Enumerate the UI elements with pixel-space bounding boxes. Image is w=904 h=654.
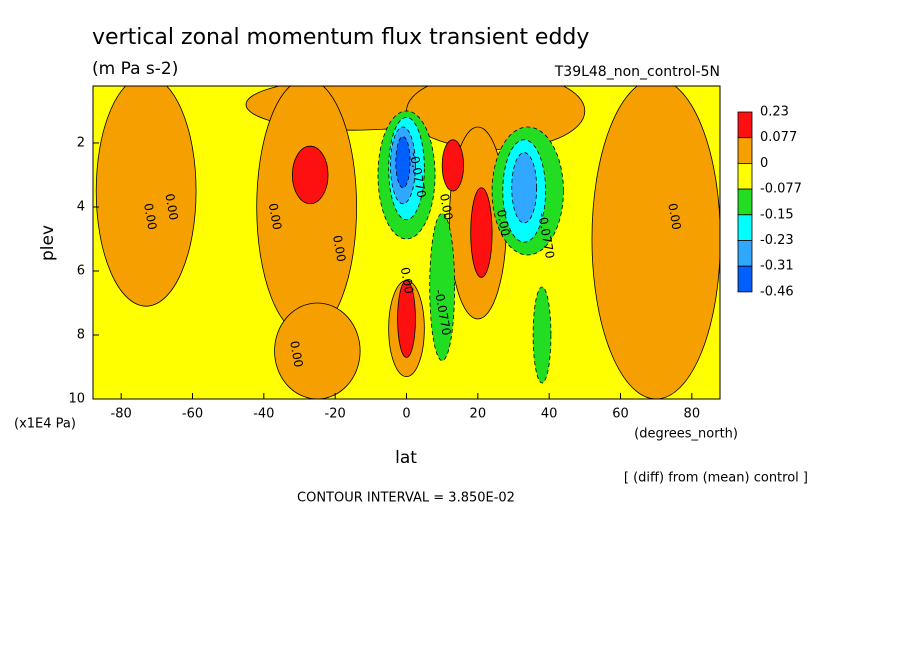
x-tick-label: -80: [111, 407, 132, 422]
colorbar-swatch: [737, 111, 753, 139]
contour-region: [429, 212, 456, 361]
plot-area: 0.00 0.00 0.000.000.000.000.000.00 0.00-0.0…: [93, 86, 720, 399]
dataset-label: T39L48_non_control-5N: [554, 64, 720, 80]
y-tick-label: 8: [77, 327, 85, 342]
contour-region: [274, 302, 361, 399]
contour-label: 0.00: [398, 266, 416, 295]
chart-subtitle: (m Pa s-2): [92, 59, 178, 79]
contour-region: [397, 280, 416, 358]
chart-title: vertical zonal momentum flux transient e…: [92, 25, 589, 50]
x-tick-label: 40: [541, 407, 558, 422]
contour-label: 0.00: [330, 234, 348, 263]
contour-region: [532, 286, 552, 384]
x-axis-units: (degrees_north): [634, 427, 738, 442]
colorbar-swatch: [737, 162, 753, 190]
colorbar-label: -0.077: [760, 182, 802, 197]
x-tick-label: 60: [612, 407, 629, 422]
x-tick-label: 0: [402, 407, 410, 422]
contour-label: 0.00: [141, 202, 159, 231]
contour-region: [441, 139, 464, 192]
contour-label: 0.00: [287, 340, 305, 369]
colorbar-label: 0.23: [760, 105, 789, 120]
colorbar-label: 0.077: [760, 130, 797, 145]
y-tick-label: 4: [77, 199, 85, 214]
y-axis-label: plev: [38, 225, 58, 261]
contour-label: 0.00: [494, 209, 512, 238]
contour-region: [511, 152, 538, 224]
colorbar-label: -0.31: [760, 259, 794, 274]
contour-label: 0.00: [266, 202, 284, 231]
contour-region: [395, 136, 411, 189]
note: [ (diff) from (mean) control ]: [624, 471, 808, 486]
x-tick-label: -40: [253, 407, 274, 422]
contour-label: 0.00: [162, 193, 180, 222]
colorbar-swatch: [737, 214, 753, 241]
y-axis-units: (x1E4 Pa): [14, 417, 76, 432]
colorbar-swatch: [737, 188, 753, 216]
colorbar-swatch: [737, 240, 753, 267]
y-tick-label: 2: [77, 135, 85, 150]
x-tick-label: -20: [325, 407, 346, 422]
colorbar-label: -0.46: [760, 284, 794, 299]
colorbar-label: -0.23: [760, 233, 794, 248]
y-tick-label: 6: [77, 263, 85, 278]
contour-region: [95, 86, 197, 307]
contour-label: 0.00: [665, 202, 683, 231]
contour-region: [591, 86, 720, 399]
contour-interval: CONTOUR INTERVAL = 3.850E-02: [297, 491, 515, 506]
x-tick-label: -60: [182, 407, 203, 422]
x-tick-label: 80: [684, 407, 701, 422]
y-tick-label: 10: [68, 392, 85, 407]
colorbar-swatch: [737, 265, 753, 293]
x-axis-label: lat: [395, 448, 417, 468]
x-tick-label: 20: [470, 407, 487, 422]
colorbar-swatch: [737, 137, 753, 164]
contour-label: 0.00: [437, 193, 455, 222]
contour-region: [291, 145, 329, 205]
contour-region: [470, 187, 493, 278]
colorbar-label: 0: [760, 156, 768, 171]
colorbar-label: -0.15: [760, 207, 794, 222]
